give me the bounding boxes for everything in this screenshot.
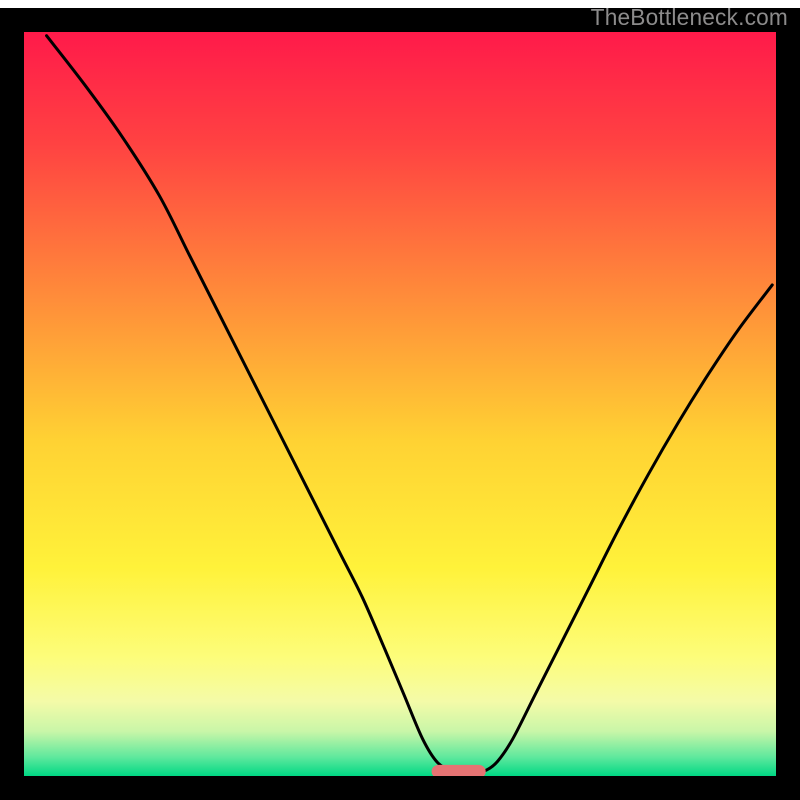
chart-frame: TheBottleneck.com xyxy=(0,0,800,800)
watermark-text: TheBottleneck.com xyxy=(591,4,788,31)
gradient-panel xyxy=(24,32,776,776)
chart-svg xyxy=(0,0,800,800)
